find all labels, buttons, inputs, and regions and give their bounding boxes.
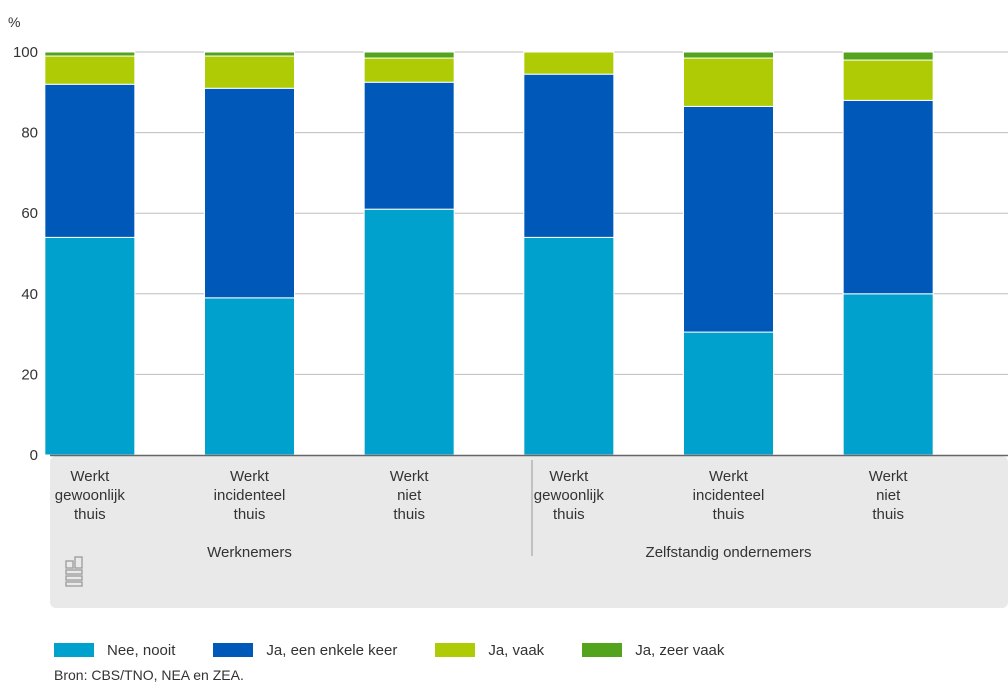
legend: Nee, nooit Ja, een enkele keer Ja, vaak …: [54, 640, 762, 660]
bar-segment: [842, 51, 934, 61]
bar-segment: [363, 208, 455, 456]
category-label: thuis: [553, 506, 585, 523]
bar-segment: [363, 51, 455, 59]
y-tick-label: 100: [13, 44, 38, 61]
bar-segment: [842, 99, 934, 295]
legend-label: Ja, zeer vaak: [635, 641, 725, 659]
category-label: incidenteel: [214, 487, 286, 504]
bars: [44, 51, 934, 456]
bar-segment: [204, 51, 295, 57]
bar-segment: [683, 51, 774, 59]
bar-segment: [204, 55, 295, 89]
bar-segment: [683, 331, 774, 456]
bar-segment: [683, 105, 774, 333]
bar-segment: [44, 51, 136, 57]
group-labels: Werknemers Zelfstandig ondernemers: [207, 544, 811, 561]
category-label: thuis: [872, 506, 904, 523]
y-tick-label: 40: [21, 286, 38, 303]
category-label: thuis: [74, 506, 106, 523]
legend-item-ja-vaak: Ja, vaak: [435, 642, 544, 659]
category-label: Werkt: [869, 468, 909, 485]
legend-swatch: [54, 643, 94, 657]
y-unit-label: %: [8, 14, 20, 30]
bar-segment: [363, 81, 455, 210]
y-tick-label: 20: [21, 366, 38, 383]
category-label: Werkt: [549, 468, 589, 485]
bar-segment: [523, 236, 615, 456]
legend-swatch: [582, 643, 623, 657]
legend-item-ja-zeer-vaak: Ja, zeer vaak: [582, 642, 724, 659]
legend-item-ja-een-enkele-keer: Ja, een enkele keer: [213, 642, 397, 659]
category-label: thuis: [393, 506, 425, 523]
category-label: Werkt: [70, 468, 110, 485]
y-axis-ticks: 0 20 40 60 80 100: [13, 44, 38, 464]
bar-segment: [204, 297, 295, 456]
category-axis-panel: [50, 456, 1008, 608]
cbs-logo-icon: [65, 556, 83, 587]
category-label: Werkt: [709, 468, 749, 485]
y-tick-label: 60: [21, 205, 38, 222]
legend-label: Ja, vaak: [488, 641, 545, 659]
bar-segment: [44, 83, 136, 238]
bar-segment: [44, 55, 136, 85]
category-label: thuis: [713, 506, 745, 523]
bar-segment: [363, 57, 455, 83]
bar-segment: [204, 87, 295, 299]
y-tick-label: 0: [30, 447, 38, 464]
category-label: gewoonlijk: [55, 487, 126, 504]
legend-swatch: [213, 643, 254, 657]
bar-segment: [44, 236, 136, 456]
category-label: incidenteel: [693, 487, 765, 504]
category-label: thuis: [234, 506, 266, 523]
category-label: gewoonlijk: [534, 487, 605, 504]
category-labels: Werkt gewoonlijk thuis Werkt incidenteel thui…: [55, 468, 909, 523]
bar-segment: [523, 73, 615, 238]
y-tick-label: 80: [21, 125, 38, 142]
category-label: Werkt: [390, 468, 430, 485]
bar-segment: [683, 57, 774, 107]
legend-label: Ja, een enkele keer: [266, 641, 398, 659]
group-label: Werknemers: [207, 544, 292, 561]
legend-swatch: [435, 643, 476, 657]
group-label: Zelfstandig ondernemers: [646, 544, 812, 561]
category-label: niet: [397, 487, 422, 504]
category-label: Werkt: [230, 468, 270, 485]
legend-item-nee-nooit: Nee, nooit: [54, 642, 175, 659]
source-note: Bron: CBS/TNO, NEA en ZEA.: [54, 667, 244, 683]
bar-segment: [842, 293, 934, 456]
bar-segment: [842, 59, 934, 101]
bar-segment: [523, 51, 615, 75]
legend-label: Nee, nooit: [107, 641, 176, 659]
category-label: niet: [876, 487, 901, 504]
